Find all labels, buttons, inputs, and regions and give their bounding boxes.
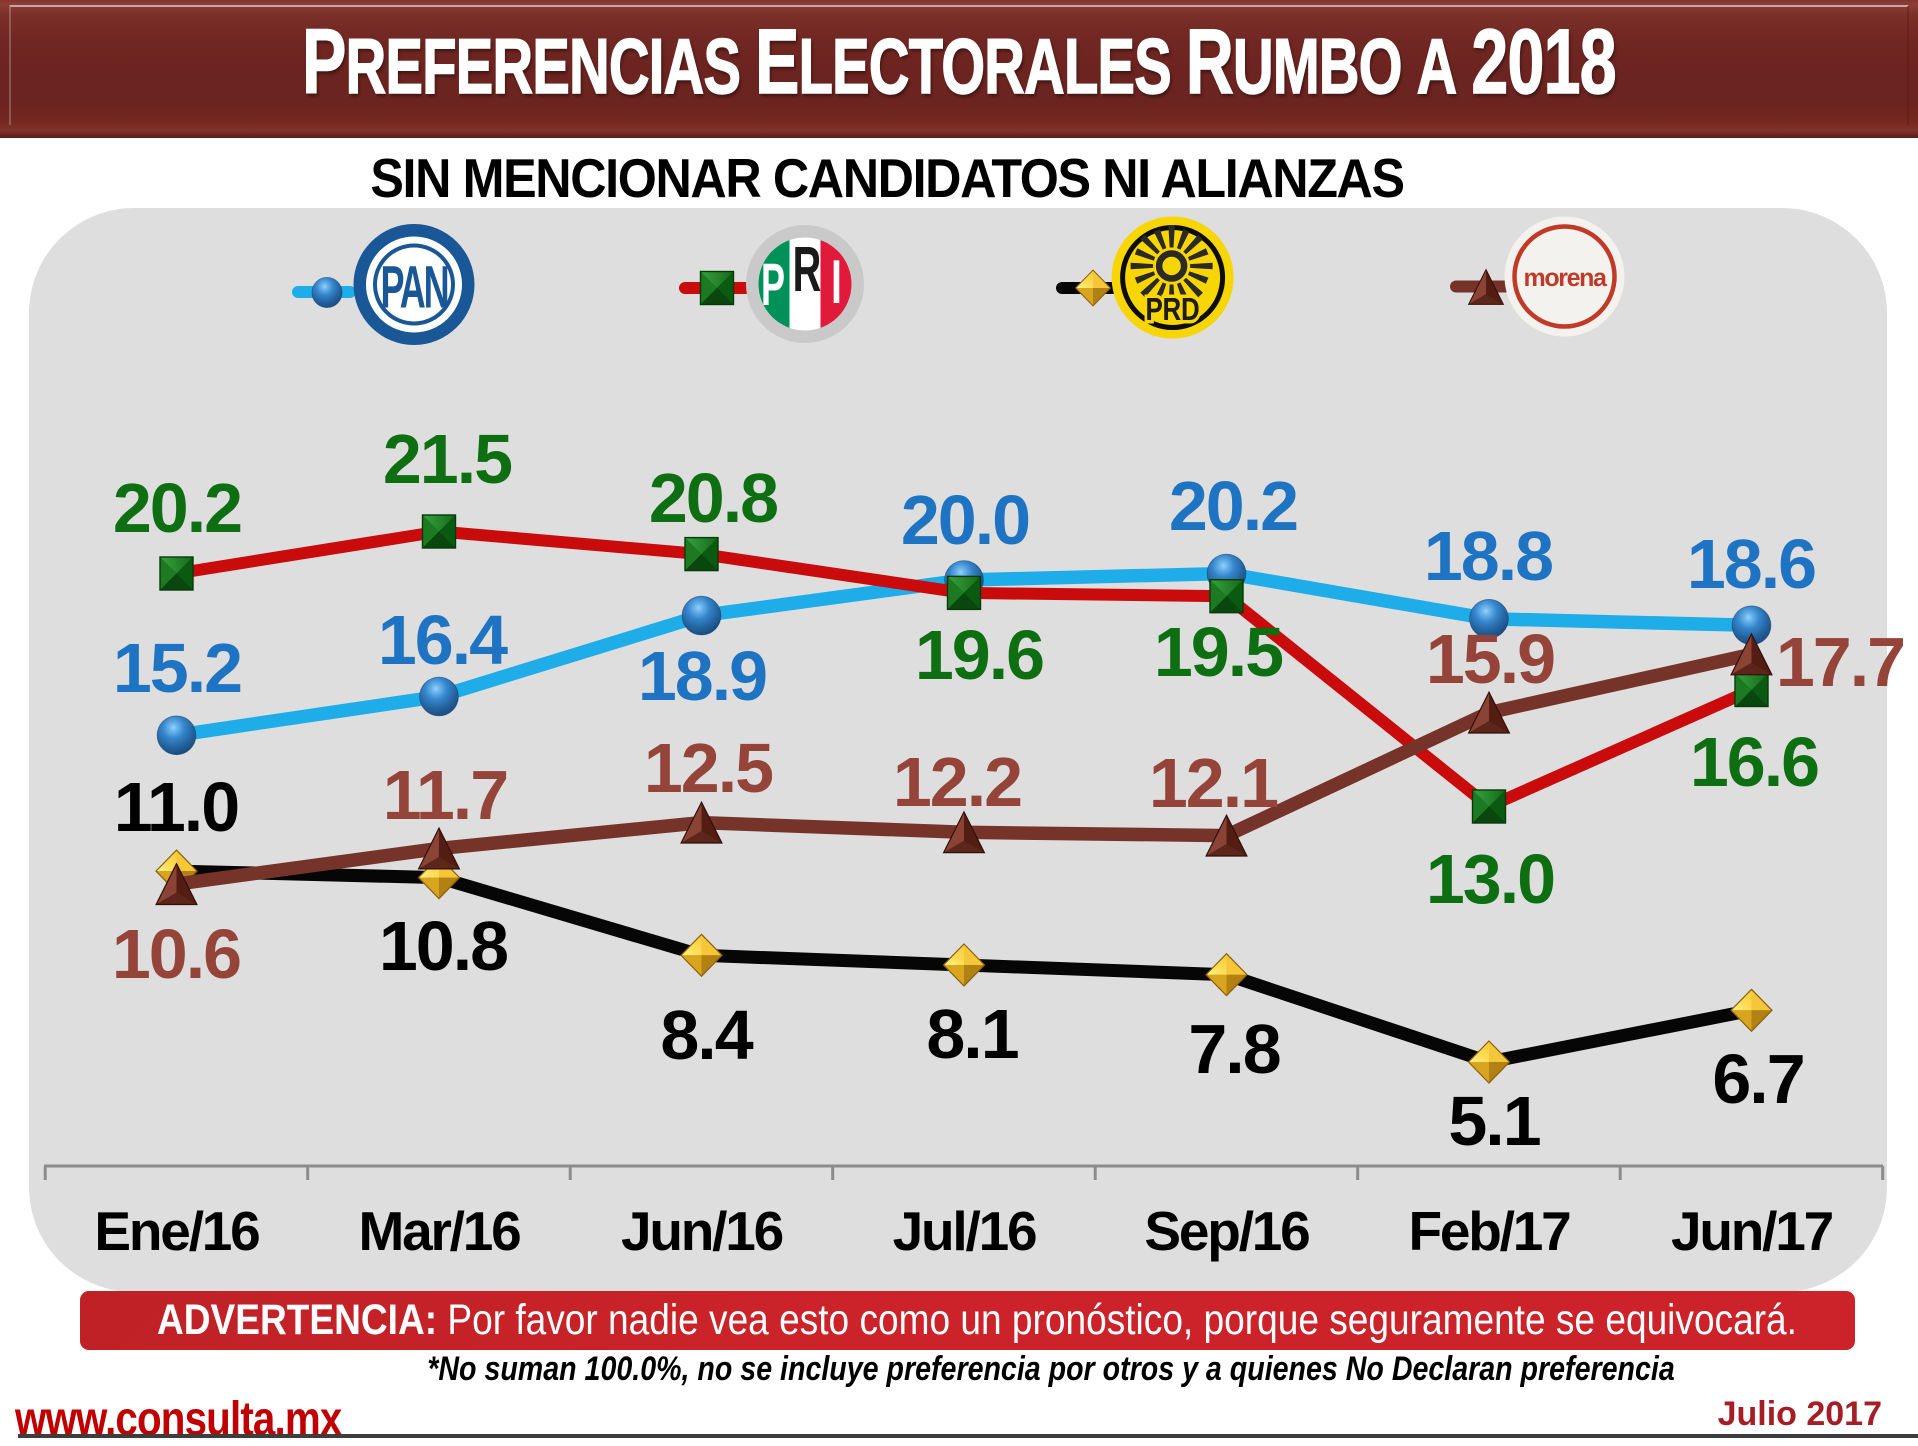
svg-text:R: R	[793, 233, 822, 305]
svg-text:PRD: PRD	[1146, 291, 1200, 327]
svg-text:morena: morena	[1524, 264, 1608, 292]
svg-text:PAN: PAN	[380, 254, 447, 321]
svg-text:PRD: PRD	[1146, 291, 1200, 327]
svg-text:I: I	[831, 248, 842, 317]
svg-text:P: P	[761, 251, 785, 318]
